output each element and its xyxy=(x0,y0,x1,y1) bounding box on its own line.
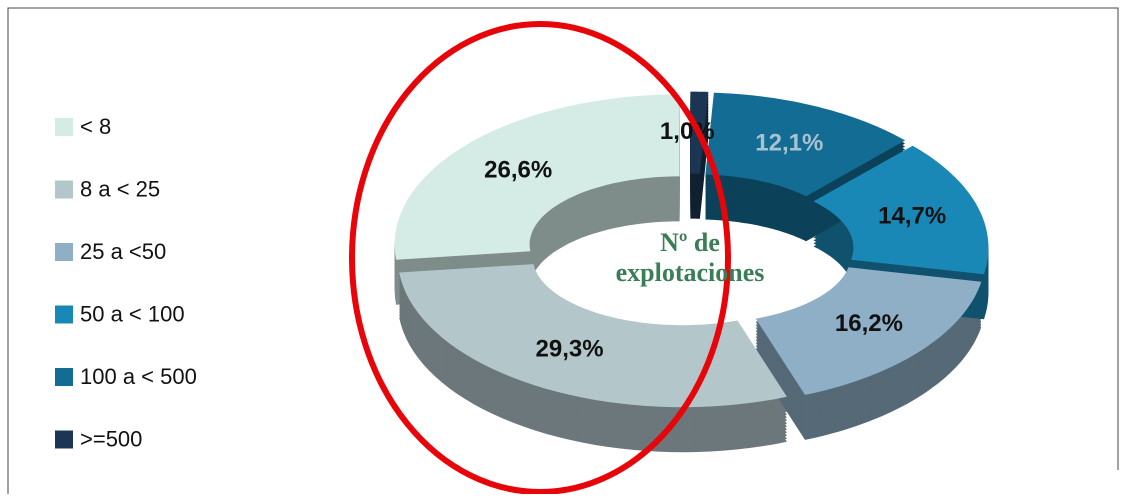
legend-swatch xyxy=(55,118,73,136)
slice xyxy=(755,267,982,395)
highlight-ellipse xyxy=(349,21,731,495)
data-label: 26,6% xyxy=(484,157,552,184)
legend-swatch xyxy=(55,243,73,261)
data-label: 29,3% xyxy=(536,336,604,363)
legend-swatch xyxy=(55,430,73,449)
legend-label: 50 a < 100 xyxy=(80,301,185,326)
data-label: 16,2% xyxy=(835,310,903,337)
slice xyxy=(813,145,989,275)
legend-label: 100 a < 500 xyxy=(80,364,197,389)
slice xyxy=(399,264,787,408)
legend-label: < 8 xyxy=(80,114,111,139)
legend-label: >=500 xyxy=(80,426,142,451)
data-label: 12,1% xyxy=(755,129,823,156)
legend-label: 25 a <50 xyxy=(80,239,166,264)
data-label: 14,7% xyxy=(878,202,946,229)
legend-swatch xyxy=(55,368,73,386)
data-label: 1,0% xyxy=(660,118,715,145)
frame xyxy=(7,7,1119,494)
legend-label: 8 a < 25 xyxy=(80,176,160,201)
chart-title: Nº de explotaciones xyxy=(615,228,765,287)
slice xyxy=(705,92,906,197)
legend-swatch xyxy=(55,305,73,324)
legend-swatch xyxy=(55,180,73,199)
slice xyxy=(394,94,680,260)
